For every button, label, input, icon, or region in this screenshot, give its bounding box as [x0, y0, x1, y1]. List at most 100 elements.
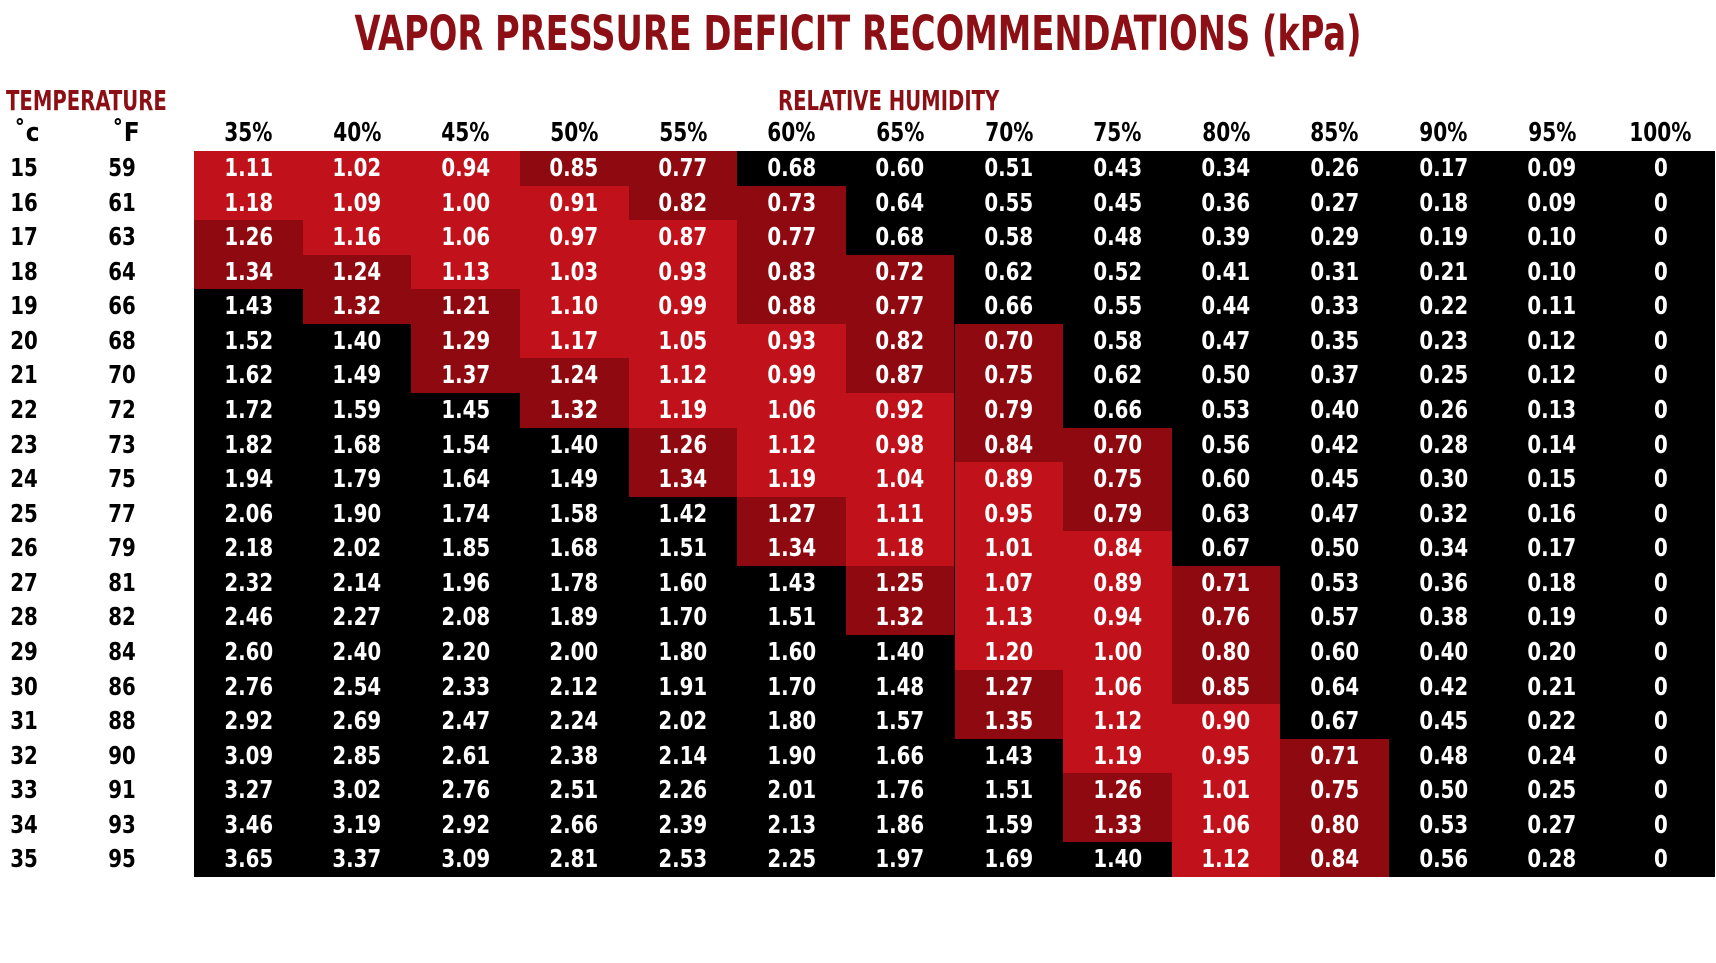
table-cell: 2.13 [737, 807, 846, 843]
cell-value: 1.27 [767, 498, 816, 528]
relative-humidity-header: RELATIVE HUMIDITY [778, 84, 1000, 117]
cell-value: 2.26 [658, 775, 708, 805]
table-cell: 0.43 [1063, 151, 1172, 186]
cell-value: 0.64 [1310, 671, 1360, 701]
row-label-celsius: 21 [10, 360, 38, 390]
table-cell: 1.24 [302, 254, 412, 290]
table-cell: 1.90 [302, 496, 412, 532]
table-cell: 1.68 [519, 531, 629, 566]
table-cell: 1.68 [302, 427, 412, 463]
cell-value: 1.45 [441, 395, 491, 424]
cell-value: 1.51 [658, 533, 708, 563]
table-cell: 1.20 [954, 635, 1064, 670]
cell-value: 0.95 [1201, 740, 1251, 770]
table-cell: 0.30 [1389, 462, 1498, 497]
table-cell: 0.79 [1063, 496, 1172, 532]
cell-value: 0.15 [1527, 464, 1577, 494]
table-cell: 1.40 [1063, 842, 1172, 877]
column-header: 45% [441, 118, 490, 148]
cell-value: 0.75 [1093, 464, 1142, 494]
cell-value: 0.40 [1310, 395, 1360, 424]
row-label-celsius: 18 [10, 256, 38, 286]
cell-value: 1.18 [875, 533, 925, 563]
table-cell: 0.24 [1497, 738, 1607, 774]
table-cell: 2.00 [519, 635, 629, 670]
cell-value: 2.39 [658, 809, 708, 839]
table-cell: 3.02 [302, 773, 412, 808]
cell-value: 1.17 [549, 325, 599, 355]
table-cell: 0.68 [737, 151, 846, 186]
cell-value: 1.34 [658, 464, 708, 494]
cell-value: 1.43 [223, 291, 273, 321]
cell-value: 1.49 [332, 360, 382, 390]
cell-value: 1.85 [441, 533, 491, 563]
cell-value: 0.42 [1418, 671, 1468, 701]
row-label-fahrenheit: 86 [108, 671, 136, 701]
table-cell: 0.89 [954, 462, 1064, 497]
cell-value: 0 [1653, 325, 1668, 355]
cell-value: 0.50 [1201, 360, 1251, 390]
table-cell: 1.59 [954, 807, 1064, 843]
row-label-celsius: 19 [10, 291, 38, 321]
cell-value: 0 [1653, 256, 1668, 286]
cell-value: 1.32 [875, 602, 925, 632]
cell-value: 0.36 [1418, 567, 1468, 597]
table-cell: 0.71 [1171, 565, 1281, 601]
table-cell: 0.48 [1389, 738, 1498, 774]
cell-value: 0.33 [1310, 291, 1360, 321]
table-cell: 2.54 [302, 669, 412, 705]
cell-value: 0 [1653, 671, 1668, 701]
cell-value: 0.87 [875, 360, 925, 390]
cell-value: 0.27 [1310, 187, 1360, 217]
cell-value: 0.27 [1527, 809, 1577, 839]
table-cell: 2.32 [194, 565, 303, 601]
table-cell: 0.38 [1389, 600, 1498, 635]
column-header: 100% [1629, 118, 1692, 148]
cell-value: 3.37 [332, 844, 382, 874]
table-cell: 2.18 [194, 531, 303, 566]
table-cell: 1.96 [411, 565, 520, 601]
table-cell: 3.27 [194, 773, 303, 808]
table-cell: 0.75 [1063, 462, 1172, 497]
table-cell: 0.14 [1497, 427, 1607, 463]
table-cell: 1.13 [954, 600, 1064, 635]
cell-value: 0.23 [1418, 325, 1468, 355]
table-cell: 0 [1606, 807, 1715, 843]
cell-value: 0.88 [767, 291, 816, 321]
cell-value: 1.72 [223, 395, 273, 424]
cell-value: 1.35 [984, 706, 1034, 736]
cell-value: 0 [1653, 429, 1668, 459]
table-cell: 0.09 [1497, 151, 1607, 186]
table-cell: 1.06 [411, 220, 520, 255]
row-label-celsius: 16 [10, 187, 38, 217]
row-label-fahrenheit: 66 [108, 291, 136, 321]
table-cell: 0.97 [519, 220, 629, 255]
table-cell: 1.35 [954, 704, 1064, 739]
cell-value: 1.13 [984, 602, 1034, 632]
cell-value: 0.99 [767, 360, 816, 390]
table-cell: 1.13 [411, 254, 520, 290]
table-cell: 2.66 [519, 807, 629, 843]
cell-value: 0.12 [1527, 360, 1577, 390]
cell-value: 0 [1653, 464, 1668, 494]
row-label-celsius: 34 [10, 809, 38, 839]
table-cell: 0.36 [1389, 565, 1498, 601]
cell-value: 1.29 [441, 325, 491, 355]
row-label-fahrenheit: 82 [108, 602, 136, 632]
table-cell: 1.01 [954, 531, 1064, 566]
cell-value: 0 [1653, 637, 1668, 666]
cell-value: 0.94 [441, 153, 491, 182]
table-cell: 3.09 [194, 738, 303, 774]
table-cell: 2.20 [411, 635, 520, 670]
table-cell: 2.47 [411, 704, 520, 739]
table-cell: 1.06 [737, 393, 846, 428]
table-cell: 0.84 [1280, 842, 1390, 877]
cell-value: 3.65 [223, 844, 273, 874]
table-cell: 3.09 [411, 842, 520, 877]
table-cell: 0 [1606, 669, 1715, 705]
cell-value: 0.67 [1201, 533, 1251, 563]
cell-value: 2.85 [332, 740, 382, 770]
cell-value: 0.35 [1310, 325, 1360, 355]
cell-value: 0.21 [1527, 671, 1577, 701]
table-cell: 0.79 [954, 393, 1064, 428]
